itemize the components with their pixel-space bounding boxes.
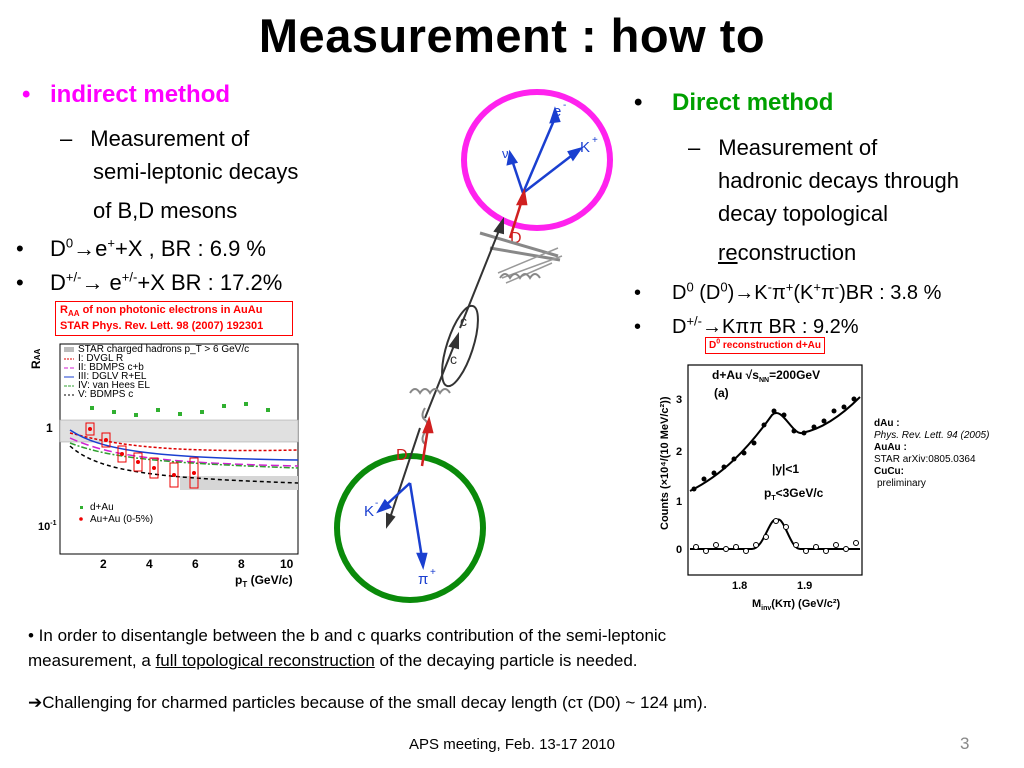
svg-text:STAR charged hadrons p_T > 6 G: STAR charged hadrons p_T > 6 GeV/c	[78, 344, 249, 355]
svg-text:pT<3GeV/c: pT<3GeV/c	[764, 486, 824, 502]
svg-text:1.9: 1.9	[797, 580, 812, 592]
svg-text:I: DVGL R: I: DVGL R	[78, 353, 123, 364]
d0-decay-circle	[334, 453, 486, 603]
svg-text:V: BDMPS c: V: BDMPS c	[78, 389, 133, 400]
footer-text: APS meeting, Feb. 13-17 2010	[409, 736, 615, 753]
indirect-bullet-1: • D0→e++X , BR : 6.9 %	[16, 235, 266, 261]
svg-text:d+Au √sNN=200GeV: d+Au √sNN=200GeV	[712, 368, 820, 384]
svg-text:8: 8	[238, 557, 245, 571]
svg-text:-: -	[563, 100, 566, 111]
svg-text:Au+Au (0-5%): Au+Au (0-5%)	[90, 514, 153, 525]
d0bar-decay-circle	[461, 89, 613, 231]
indirect-method-desc: – Measurement of semi-leptonic decays of …	[60, 126, 299, 223]
svg-text:(a): (a)	[714, 386, 729, 400]
svg-text:D: D	[396, 447, 408, 464]
svg-text:K: K	[580, 139, 590, 156]
svg-text:+: +	[592, 135, 598, 146]
svg-text:e: e	[553, 103, 561, 120]
references: dAu : Phys. Rev. Lett. 94 (2005) AuAu : …	[874, 418, 990, 489]
svg-text:pT (GeV/c): pT (GeV/c)	[235, 573, 293, 589]
direct-bullet-2: • D+/-→Kππ BR : 9.2%	[634, 313, 859, 338]
svg-text:d+Au: d+Au	[90, 502, 114, 513]
svg-text:6: 6	[192, 557, 199, 571]
indirect-bullet-2: • D+/-→ e+/-+X BR : 17.2%	[16, 269, 283, 295]
direct-bullet-1: • D0 (D0)→K-π+(K+π-)BR : 3.8 %	[634, 279, 942, 304]
page-title: Measurement : how to	[258, 9, 766, 62]
svg-text:2: 2	[676, 446, 682, 458]
svg-text:Minv(Kπ) (GeV/c²): Minv(Kπ) (GeV/c²)	[752, 598, 841, 610]
raa-plot: STAR charged hadrons p_T > 6 GeV/c I: DV…	[30, 338, 310, 593]
d0-plot-title-box: D0 reconstruction d+Au	[705, 337, 825, 354]
svg-text:-: -	[375, 498, 378, 509]
svg-text:1: 1	[46, 421, 53, 435]
indirect-method-heading: • indirect method	[22, 81, 231, 108]
svg-text:10: 10	[280, 557, 294, 571]
svg-text:IV: van Hees EL: IV: van Hees EL	[78, 380, 150, 391]
page-number: 3	[960, 734, 970, 753]
svg-text:+: +	[430, 567, 436, 578]
svg-text:D: D	[510, 230, 522, 247]
svg-text:|y|<1: |y|<1	[772, 462, 799, 476]
d0-plot: 0 1 2 3 1.8 1.9 d+Au √sNN=200GeV (a) |y|…	[652, 355, 867, 610]
svg-text:1.8: 1.8	[732, 580, 747, 592]
svg-text:10-1: 10-1	[38, 520, 57, 533]
direct-method-desc: – Measurement of hadronic decays through …	[688, 135, 959, 265]
arrow-right-icon: ➔	[28, 693, 43, 712]
svg-text:Counts (×10⁴/(10 MeV/c²)): Counts (×10⁴/(10 MeV/c²))	[659, 396, 671, 530]
raa-title-box: RAA of non photonic electrons in AuAu ST…	[55, 301, 293, 337]
direct-method-heading: • Direct method	[634, 89, 834, 116]
svg-text:ν: ν	[502, 146, 509, 161]
decay-diagram: e- K + ν D c c D K- π +	[334, 89, 613, 603]
note-disentangle: • In order to disentangle between the b …	[28, 626, 667, 670]
svg-text:c: c	[460, 313, 467, 329]
svg-text:4: 4	[146, 557, 153, 571]
svg-text:π: π	[418, 571, 428, 588]
svg-text:3: 3	[676, 394, 682, 406]
svg-text:III: DGLV R+EL: III: DGLV R+EL	[78, 371, 147, 382]
svg-text:c: c	[450, 351, 457, 367]
svg-text:2: 2	[100, 557, 107, 571]
svg-text:RAA: RAA	[30, 349, 43, 369]
svg-text:1: 1	[676, 496, 682, 508]
svg-text:II: BDMPS c+b: II: BDMPS c+b	[78, 362, 144, 373]
svg-text:0: 0	[676, 544, 682, 556]
note-challenge: ➔Challenging for charmed particles becau…	[28, 693, 708, 712]
svg-text:K: K	[364, 503, 374, 520]
